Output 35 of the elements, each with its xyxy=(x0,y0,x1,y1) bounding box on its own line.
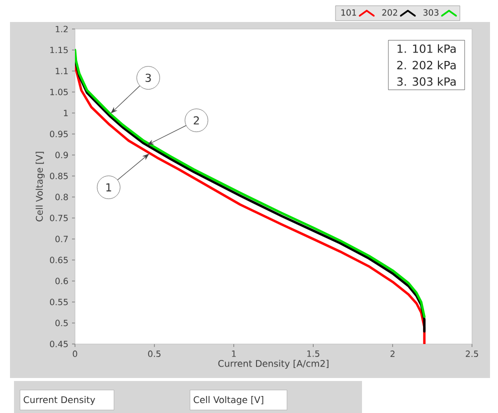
text: Current Density xyxy=(24,396,96,405)
text: Cell Voltage [V] xyxy=(194,396,264,405)
y-tick-label: 0.9 xyxy=(55,152,68,158)
x-tick-label: 1 xyxy=(232,350,236,357)
y-tick-label: 0.7 xyxy=(55,236,68,242)
y-tick-label: 0.55 xyxy=(50,298,68,306)
y-axis-title: Cell Voltage [V] xyxy=(36,152,45,222)
y-tick-label: 0.75 xyxy=(50,214,68,222)
x-tick-label: 0 xyxy=(72,350,78,358)
y-tick-label: 0.95 xyxy=(50,130,68,138)
annotation: 1. 101 kPa xyxy=(398,44,456,53)
y-tick-label: 0.5 xyxy=(55,320,68,326)
x-tick-label: 2 xyxy=(390,350,394,357)
y-tick-label: 1 xyxy=(64,110,68,116)
y-tick-label: 0.85 xyxy=(50,172,68,180)
x-tick-label: 2.5 xyxy=(466,350,478,358)
annotation: 2. 202 kPa xyxy=(397,60,456,70)
y-tick-label: 0.6 xyxy=(55,278,68,284)
y-tick-label: 1.15 xyxy=(50,46,68,54)
y-tick-label: 1.1 xyxy=(56,68,68,74)
x-tick-label: 1.5 xyxy=(307,350,320,357)
y-tick-label: 0.8 xyxy=(55,194,68,200)
annotation: 3 xyxy=(146,74,151,82)
x-axis-title: Current Density [A/cm2] xyxy=(218,360,328,369)
y-tick-label: 0.45 xyxy=(50,340,68,348)
y-tick-label: 1.05 xyxy=(50,88,68,96)
x-tick-label: 0.5 xyxy=(148,350,160,358)
annotation: 3. 303 kPa xyxy=(397,77,456,86)
annotation: 2 xyxy=(194,116,199,124)
y-tick-label: 0.65 xyxy=(50,256,68,264)
legend-label: 303 xyxy=(423,9,438,16)
legend-label: 202 xyxy=(382,9,398,16)
annotation: 1 xyxy=(106,183,112,192)
y-tick-label: 1.2 xyxy=(56,26,68,32)
legend-label: 101 xyxy=(341,9,356,16)
